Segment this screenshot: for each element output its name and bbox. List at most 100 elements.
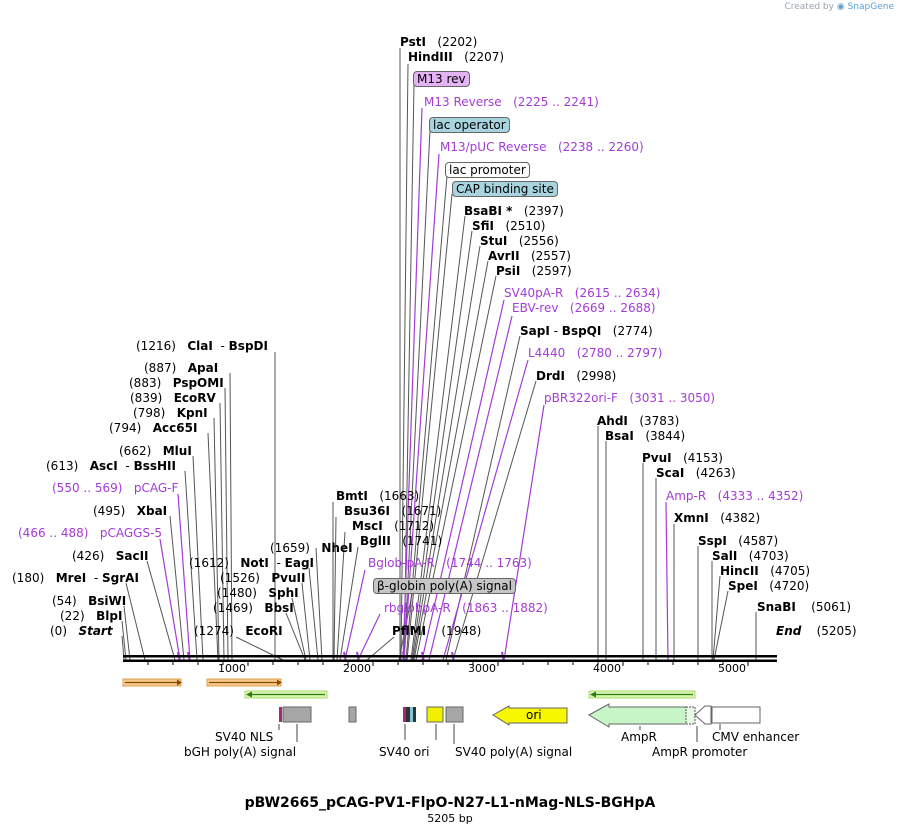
enzyme-pos: (426) — [72, 549, 105, 563]
enzyme-sacii[interactable]: (426) SacII — [72, 549, 149, 563]
enzyme-name: KpnI — [176, 406, 208, 420]
feature-label-ampr-promoter[interactable]: AmpR promoter — [652, 745, 748, 759]
enzyme-sapi[interactable]: SapI - BspQI (2774) — [520, 324, 653, 338]
primer-amp-r[interactable]: Amp-R (4333 .. 4352) — [666, 489, 803, 503]
enzyme-ecori[interactable]: (1274) EcoRI — [194, 624, 283, 638]
enzyme-pos: (887) — [144, 361, 177, 375]
enzyme-pos: (4703) — [748, 549, 789, 563]
enzyme-psii[interactable]: PsiI (2597) — [496, 264, 572, 278]
enzyme-name-2: BspDI — [228, 339, 268, 353]
enzyme-pos: (1659) — [270, 541, 310, 555]
primer-m13-reverse[interactable]: M13 Reverse (2225 .. 2241) — [424, 95, 599, 109]
enzyme-stui[interactable]: StuI (2556) — [480, 234, 559, 248]
enzyme-msci[interactable]: MscI (1712) — [352, 519, 434, 533]
enzyme-mrei[interactable]: (180) MreI - SgrAI — [12, 571, 139, 585]
enzyme-pspomi[interactable]: (883) PspOMI — [129, 376, 224, 390]
primer-bglob-pa-r[interactable]: Bglob-pA-R (1744 .. 1763) — [368, 556, 532, 570]
enzyme-bmti[interactable]: BmtI (1663) — [336, 489, 419, 503]
enzyme-pos: (4153) — [683, 451, 723, 465]
enzyme-hincii[interactable]: HincII (4705) — [720, 564, 810, 578]
enzyme-bbsi[interactable]: (1469) BbsI — [213, 601, 294, 615]
enzyme-xmni[interactable]: XmnI (4382) — [674, 511, 760, 525]
enzyme-pflmi[interactable]: PflMI (1948) — [392, 624, 481, 638]
enzyme-name: PspOMI — [172, 376, 224, 390]
enzyme-drdi[interactable]: DrdI (2998) — [536, 369, 616, 383]
primer-name: Bglob-pA-R — [368, 556, 435, 570]
primer-ebv-rev[interactable]: EBV-rev (2669 .. 2688) — [512, 301, 656, 315]
enzyme-bglii[interactable]: BglII (1741) — [360, 534, 442, 548]
primer-sv40pa-r[interactable]: SV40pA-R (2615 .. 2634) — [504, 286, 660, 300]
enzyme-bsai[interactable]: BsaI (3844) — [605, 429, 685, 443]
feature-box-cap-binding-site[interactable]: CAP binding site — [452, 181, 558, 197]
feature-label-sv40-nls[interactable]: SV40 NLS — [215, 730, 274, 744]
enzyme-pos: (794) — [109, 421, 142, 435]
primer-l4440[interactable]: L4440 (2780 .. 2797) — [528, 346, 662, 360]
enzyme-bsabi[interactable]: BsaBI * (2397) — [464, 204, 564, 218]
enzyme-pos: (4705) — [770, 564, 811, 578]
enzyme-name: AhdI — [597, 414, 628, 428]
enzyme-pos: (2556) — [518, 234, 559, 248]
feature-box-lac-promoter[interactable]: lac promoter — [445, 162, 530, 178]
enzyme-sali[interactable]: SalI (4703) — [712, 549, 789, 563]
enzyme-noti[interactable]: (1612) NotI - EagI — [189, 556, 314, 570]
enzyme-pvuii[interactable]: (1526) PvuII — [220, 571, 305, 585]
enzyme-snabi[interactable]: SnaBI (5061) — [757, 600, 851, 614]
primer-pcag-f[interactable]: (550 .. 569) pCAG-F — [52, 481, 178, 495]
enzyme-pvui[interactable]: PvuI (4153) — [642, 451, 723, 465]
feature-box-beta-globin-polya[interactable]: β-globin poly(A) signal — [373, 578, 516, 594]
feature-label-sv40-ori[interactable]: SV40 ori — [379, 745, 430, 759]
enzyme-kpni[interactable]: (798) KpnI — [133, 406, 208, 420]
map-size: 5205 bp — [427, 812, 473, 825]
primer-name: pBR322ori-F — [544, 391, 618, 405]
enzyme-name-2: BspQI — [561, 324, 602, 338]
enzyme-ahdi[interactable]: AhdI (3783) — [597, 414, 679, 428]
primer-name: rbglobpA-R — [384, 601, 451, 615]
enzyme-psti[interactable]: PstI (2202) — [400, 35, 477, 49]
end-name: End — [776, 624, 802, 638]
enzyme-bsu36i[interactable]: Bsu36I (1671) — [344, 504, 441, 518]
enzyme-pos: (4720) — [769, 579, 810, 593]
enzyme-blpi[interactable]: (22) BlpI — [60, 609, 122, 623]
enzyme-name: BbsI — [264, 601, 294, 615]
enzyme-spei[interactable]: SpeI (4720) — [728, 579, 809, 593]
enzyme-hindiii[interactable]: HindIII (2207) — [408, 50, 504, 64]
enzyme-bsiwi[interactable]: (54) BsiWI — [52, 594, 126, 608]
primer-name: M13/pUC Reverse — [440, 140, 547, 154]
enzyme-scai[interactable]: ScaI (4263) — [656, 466, 736, 480]
enzyme-name: HindIII — [408, 50, 453, 64]
enzyme-asci[interactable]: (613) AscI - BssHII — [46, 459, 176, 473]
enzyme-name: HincII — [720, 564, 759, 578]
enzyme-ecorv[interactable]: (839) EcoRV — [130, 391, 216, 405]
primer-m13-puc-reverse[interactable]: M13/pUC Reverse (2238 .. 2260) — [440, 140, 644, 154]
enzyme-nhei[interactable]: (1659) NheI — [270, 541, 353, 555]
enzyme-sspi[interactable]: SspI (4587) — [698, 534, 778, 548]
enzyme-xbai[interactable]: (495) XbaI — [93, 504, 167, 518]
primer-pbr322ori-f[interactable]: pBR322ori-F (3031 .. 3050) — [544, 391, 715, 405]
feature-label-ori[interactable]: ori — [526, 708, 542, 722]
feature-label-sv40-polya[interactable]: SV40 poly(A) signal — [455, 745, 573, 759]
enzyme-avrii[interactable]: AvrII (2557) — [488, 249, 571, 263]
enzyme-pos: (4263) — [695, 466, 736, 480]
primer-rbglobpa-r[interactable]: rbglobpA-R (1863 .. 1882) — [384, 601, 548, 615]
feature-label-ampr[interactable]: AmpR — [621, 730, 657, 744]
feature-label-cmv-enhancer[interactable]: CMV enhancer — [712, 730, 800, 744]
enzyme-clai[interactable]: (1216) ClaI - BspDI — [136, 339, 268, 353]
feature-box-lac-operator[interactable]: lac operator — [429, 117, 510, 133]
enzyme-name: SspI — [698, 534, 727, 548]
primer-pcaggs-5[interactable]: (466 .. 488) pCAGGS-5 — [18, 526, 162, 540]
enzyme-name: PflMI — [392, 624, 427, 638]
enzyme-name: BlpI — [96, 609, 123, 623]
feature-label-bgh-polya[interactable]: bGH poly(A) signal — [184, 745, 297, 759]
enzyme-sphi[interactable]: (1480) SphI — [217, 586, 299, 600]
enzyme-sfii[interactable]: SfiI (2510) — [472, 219, 545, 233]
primer-pos: (3031 .. 3050) — [629, 391, 716, 405]
enzyme-pos: (22) — [60, 609, 85, 623]
credit-prefix: Created by — [784, 2, 834, 12]
enzyme-apai[interactable]: (887) ApaI — [144, 361, 218, 375]
enzyme-name: NheI — [321, 541, 353, 555]
feature-box-m13-rev[interactable]: M13 rev — [413, 71, 470, 87]
enzyme-acc65i[interactable]: (794) Acc65I — [109, 421, 197, 435]
enzyme-mlui[interactable]: (662) MluI — [119, 444, 192, 458]
enzyme-name: ClaI — [187, 339, 213, 353]
